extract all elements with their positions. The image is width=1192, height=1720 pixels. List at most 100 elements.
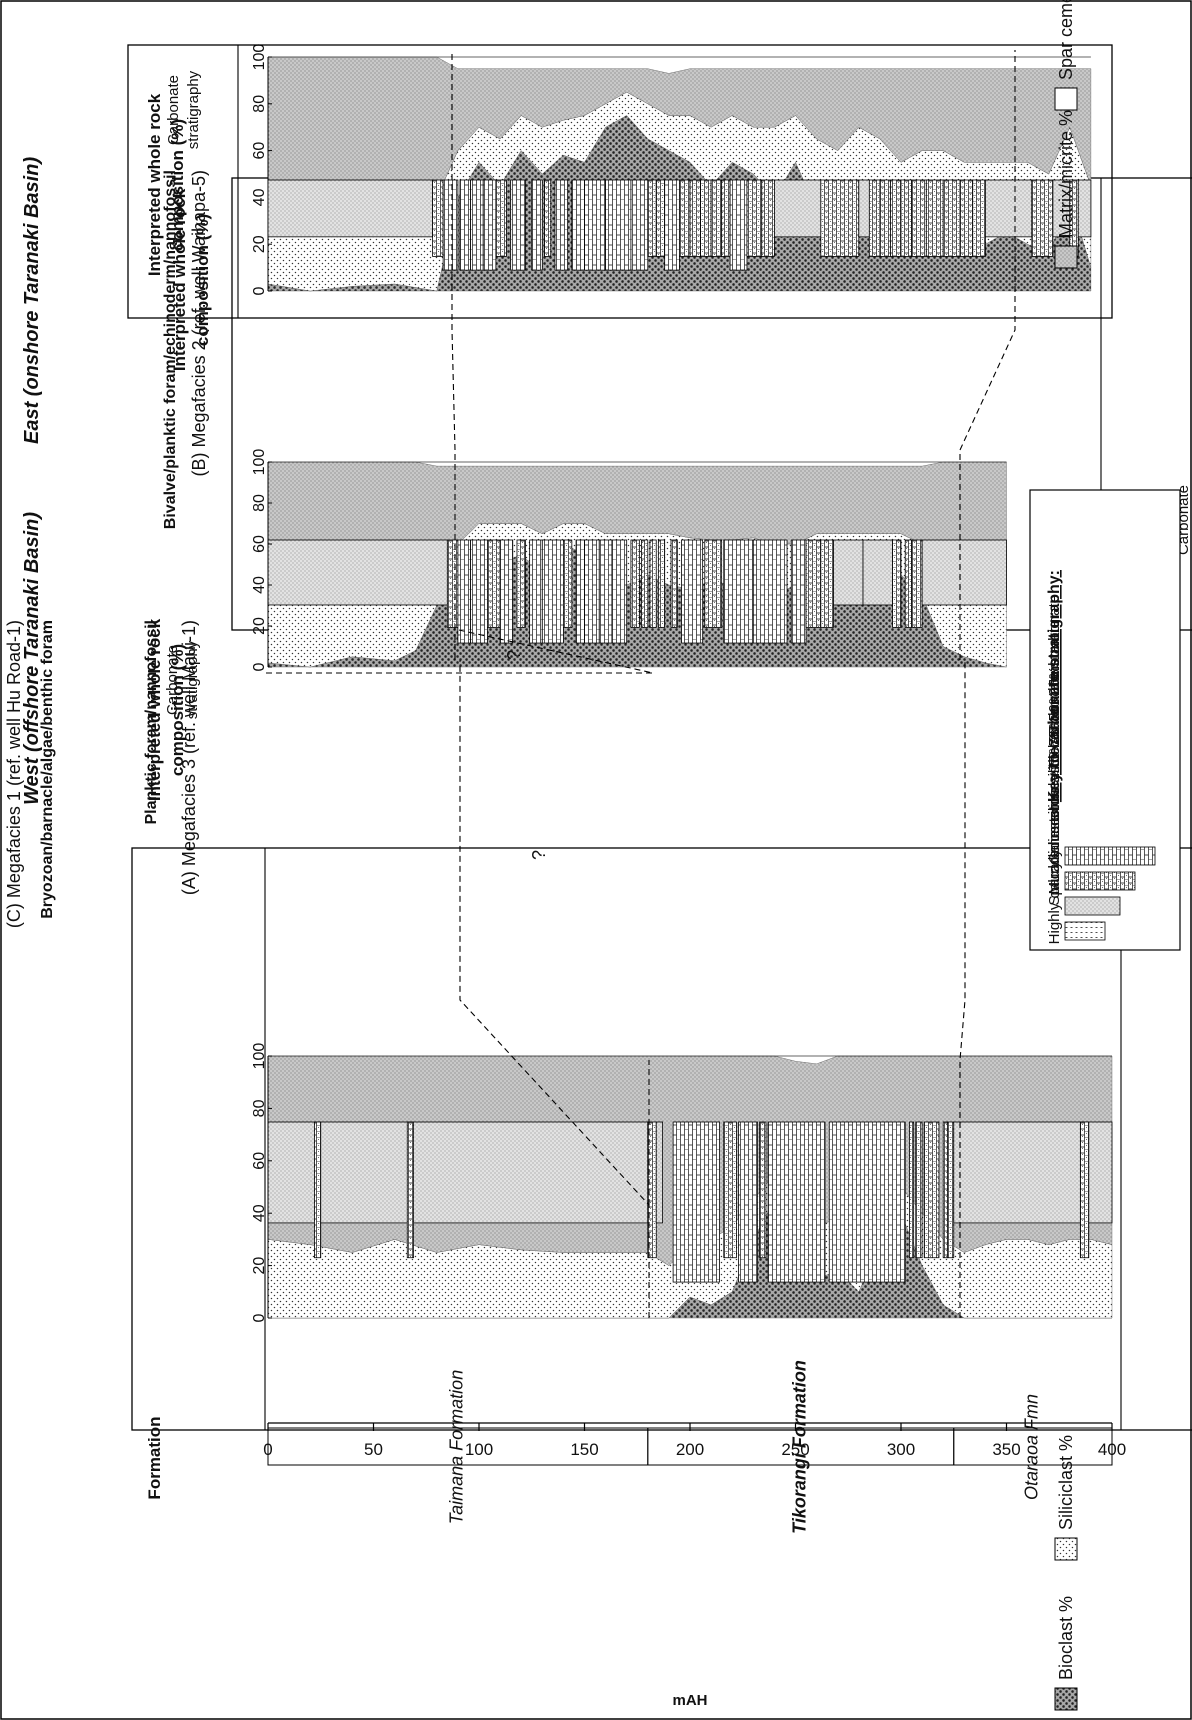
x-tick-label: 200 <box>676 1440 704 1459</box>
panel-c-strat-bed <box>868 179 881 257</box>
panel-b-y-tick-label: 60 <box>251 535 268 553</box>
panel-c-y-tick-label: 100 <box>251 44 268 71</box>
panel-b-strat-bed <box>681 539 704 644</box>
panel-a-strat-bed <box>723 1121 737 1259</box>
formation-unit-label: Otaraoa Fmn <box>1022 1394 1042 1500</box>
panel-c-strat-bed <box>774 179 822 238</box>
panel-c-strat-bed <box>544 179 552 257</box>
panel-c-strat-bed <box>761 179 775 257</box>
x-tick-label: 50 <box>364 1440 383 1459</box>
panel-c-strat-bed <box>495 179 507 257</box>
panel-a-strat-bed <box>759 1121 767 1259</box>
panel-a-strat-bed <box>672 1121 720 1283</box>
panel-c-strat-bed <box>664 179 680 271</box>
panel-b-strat-bed <box>575 539 585 644</box>
panel-c-strat-bed <box>647 179 657 257</box>
panel-c-strat-bed <box>554 179 569 271</box>
panel-c-frame <box>127 44 1113 319</box>
key-frame <box>1029 489 1181 951</box>
panel-a-frame <box>131 847 1192 1431</box>
correlation-dashes <box>451 50 1016 1318</box>
panel-b-strat-bed <box>541 539 564 644</box>
panel-c-strat-bed <box>267 179 433 238</box>
panel-b-strat-bed <box>499 539 514 644</box>
panel-c-strat-bed <box>630 179 649 271</box>
panel-c-strat-bed <box>746 179 763 257</box>
panel-b-strat-bed <box>470 539 488 644</box>
panel-a-strat-label-2: stratigraphy <box>184 640 201 719</box>
panel-a-strat-bed <box>738 1121 758 1283</box>
panel-c-strat-bed <box>470 179 484 271</box>
panel-a-ylabel-2: composition (%) <box>168 644 187 776</box>
panel-c-y-tick-label: 80 <box>251 95 268 113</box>
panel-b-strat-bed <box>649 539 657 628</box>
panel-b-strat-bed <box>657 539 666 628</box>
panel-c-title: (C) Megafacies 1 (ref. well Hu Road-1) <box>4 620 24 928</box>
panel-a-strat-bed <box>655 1121 663 1224</box>
formation-header: Formation <box>145 1416 164 1499</box>
panel-a-strat-bed <box>267 1121 649 1224</box>
panel-b-y-tick-label: 80 <box>251 494 268 512</box>
panel-b-strat-bed <box>670 539 678 628</box>
panel-c-strat-bed <box>820 179 860 257</box>
key-swatch <box>1064 896 1121 916</box>
correlation-line-3 <box>451 50 456 660</box>
west-heading: West (offshore Taranaki Basin) <box>21 512 43 805</box>
panel-c-strat-bed <box>959 179 974 257</box>
panel-a-ylabel-1: Interpreted whole rock <box>145 618 164 801</box>
panel-b-strat-bed <box>921 539 1007 606</box>
panel-c-strat-bed <box>729 179 748 271</box>
legend-swatch-siliciclast <box>1054 1537 1078 1561</box>
question-mark-1: ? <box>504 650 524 660</box>
panel-a-y-tick-label: 40 <box>251 1204 268 1222</box>
panel-b-strat-bed <box>267 539 448 606</box>
panel-a-subtitle: Planktic foram/nannofossil <box>143 620 160 824</box>
panel-c-strat-bed <box>900 179 912 257</box>
panel-c-strat-label-2: stratigraphy <box>185 70 202 149</box>
panel-b-strat-bed <box>904 539 912 628</box>
panel-b-y-tick-label: 100 <box>251 449 268 476</box>
panel-c-strat-bed <box>972 179 986 257</box>
panel-a-strat-bed <box>909 1121 915 1259</box>
panel-b-subtitle: Bivalve/planktic foram/echinoderm/nannof… <box>162 170 179 529</box>
x-axis-title: mAH <box>672 1692 707 1709</box>
panel-c-y-tick-label: 40 <box>251 188 268 206</box>
x-tick-label: 300 <box>887 1440 915 1459</box>
panel-c-strat-bed <box>605 179 632 271</box>
key-swatch <box>1064 921 1106 941</box>
panel-c-strat-bed <box>655 179 666 257</box>
key-swatch <box>1064 871 1136 891</box>
panel-b-strat-bed <box>805 539 822 628</box>
spacer-4 <box>132 443 133 444</box>
panel-c-strat-bed <box>584 179 607 271</box>
panel-a-strat-label-1: Carbonate <box>164 645 181 715</box>
panel-b-strat-bed <box>563 539 573 628</box>
key-item-label: Highly calcareous siliciclastite 25-50% … <box>1046 620 1063 944</box>
panel-a-strat-bed <box>923 1121 940 1259</box>
panel-b-strat-bed <box>892 539 902 628</box>
panel-b-strat-bed <box>820 539 834 628</box>
panel-c-strat-bed <box>571 179 585 271</box>
legend-label-matrix: Matrix/micrite % <box>1056 110 1076 238</box>
question-mark-2: ? <box>529 850 549 860</box>
panel-a-strat-bed <box>915 1121 923 1259</box>
panel-c-strat-bed <box>689 179 701 257</box>
x-tick-label: 150 <box>570 1440 598 1459</box>
panel-c-strat-bed <box>679 179 691 257</box>
panel-b-strat-bed <box>529 539 543 644</box>
key-box: Key to carbonate stratigraphy: Calcareou… <box>1029 489 1181 951</box>
panel-c-strat-label-1: Carbonate <box>165 75 182 145</box>
panel-a-y-tick-label: 20 <box>251 1257 268 1275</box>
panel-a-y-tick-label: 0 <box>251 1313 268 1322</box>
panel-a-strat-column <box>267 1121 1113 1283</box>
panel-b-strat-bed <box>723 539 754 644</box>
panel-a-title: (A) Megafacies 3 (ref. well Maui-1) <box>179 620 199 895</box>
panel-b-strat-bed <box>833 539 864 606</box>
x-tick-label: 100 <box>465 1440 493 1459</box>
key-item-label: Muddy limestone - 50-75% carbonate <box>1046 645 1063 894</box>
formation-cell <box>953 1427 1113 1466</box>
panel-a-strat-bed <box>406 1121 414 1259</box>
panel-b-strat-column <box>267 539 1007 644</box>
panel-a-y-tick-label: 100 <box>251 1043 268 1070</box>
spacer-3 <box>130 18 131 96</box>
